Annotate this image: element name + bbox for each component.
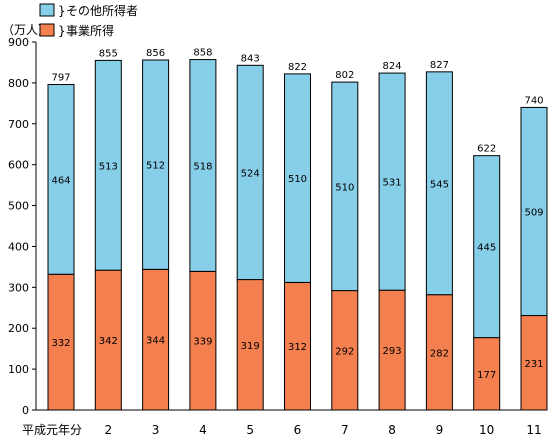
legend-swatch-business [39, 23, 55, 37]
data-label-other: 445 [477, 243, 496, 254]
data-label-business: 332 [51, 338, 70, 349]
y-tick-label: 600 [8, 159, 29, 172]
data-label-other: 513 [99, 161, 118, 172]
legend-bracket-business: } [58, 24, 66, 38]
bar-segment-other [425, 71, 453, 296]
data-label-business: 344 [146, 336, 165, 347]
data-label-total: 740 [524, 95, 543, 106]
x-tick-label: 2 [104, 423, 112, 437]
x-tick-label: 3 [152, 423, 160, 437]
data-label-total: 843 [241, 53, 260, 64]
y-tick-label: 200 [8, 322, 29, 335]
bar-segment-business [189, 270, 217, 411]
data-label-total: 855 [99, 48, 118, 59]
bar-segment-other [47, 84, 75, 275]
y-tick-label: 300 [8, 281, 29, 294]
data-label-total: 797 [51, 73, 70, 84]
bar-segment-other [473, 155, 501, 339]
y-tick-label: 900 [8, 36, 29, 49]
axes: 0 100 200 300 400 500 600 700 800 900 [8, 36, 546, 417]
x-tick-label: 6 [294, 423, 302, 437]
data-label-other: 510 [288, 174, 307, 185]
data-label-other: 512 [146, 161, 165, 172]
bar-segment-business [142, 268, 170, 411]
data-label-business: 293 [383, 346, 402, 357]
y-tick-label: 800 [8, 77, 29, 90]
legend-bracket-other: } [58, 4, 66, 18]
bar-segment-business [378, 289, 406, 411]
bar-segment-other [378, 72, 406, 291]
y-tick-label: 100 [8, 363, 29, 376]
x-tick-label: 4 [199, 423, 207, 437]
bar-segment-other [142, 59, 170, 270]
y-tick-label: 0 [22, 404, 29, 417]
data-label-other: 509 [524, 207, 543, 218]
data-label-total: 856 [146, 48, 165, 59]
bar-segment-other [236, 64, 264, 281]
data-label-business: 177 [477, 370, 496, 381]
x-tick-label: 11 [526, 423, 541, 437]
legend-swatch-other [39, 3, 55, 17]
data-label-business: 339 [193, 337, 212, 348]
bar-segment-business [284, 281, 311, 411]
data-label-total: 858 [193, 48, 212, 59]
data-label-other: 524 [241, 168, 260, 179]
x-tick-label: 8 [388, 423, 396, 437]
bar-segment-other [331, 81, 359, 292]
data-label-business: 342 [99, 336, 118, 347]
data-label-total: 822 [288, 62, 307, 73]
bar-segment-other [520, 106, 548, 317]
bar-segment-business [520, 315, 548, 411]
bar-segment-other [189, 59, 217, 272]
legend-label-other: その他所得者 [66, 3, 138, 18]
x-tick-label: 7 [341, 423, 349, 437]
bar-segment-other [284, 73, 311, 283]
bar-segment-other [94, 59, 122, 271]
data-label-business: 231 [524, 359, 543, 370]
x-tick-label: 5 [246, 423, 254, 437]
x-tick-label: 9 [436, 423, 444, 437]
data-label-total: 622 [477, 144, 496, 155]
data-label-other: 518 [193, 161, 212, 172]
y-unit-label: （万人） [2, 23, 50, 37]
bar-segment-business [425, 294, 453, 411]
data-label-business: 319 [241, 341, 260, 352]
data-label-total: 824 [383, 61, 402, 72]
data-label-business: 292 [335, 346, 354, 357]
legend: } その他所得者 } 事業所得 [39, 3, 138, 38]
data-label-total: 827 [430, 60, 449, 71]
legend-label-business: 事業所得 [66, 23, 114, 38]
y-tick-label: 500 [8, 200, 29, 213]
data-label-other: 545 [430, 179, 449, 190]
data-label-other: 510 [335, 182, 354, 193]
y-tick-label: 700 [8, 118, 29, 131]
x-tick-label: 10 [479, 423, 494, 437]
data-label-business: 282 [430, 348, 449, 359]
data-label-other: 531 [383, 178, 402, 189]
data-labels: 332464797平成元年分34251385523445128563339518… [22, 48, 544, 437]
data-label-other: 464 [51, 175, 70, 186]
x-tick-label: 平成元年分 [22, 423, 82, 437]
bars [47, 59, 548, 411]
bar-segment-business [331, 290, 359, 411]
data-label-business: 312 [288, 342, 307, 353]
data-label-total: 802 [335, 70, 354, 81]
y-tick-label: 400 [8, 240, 29, 253]
